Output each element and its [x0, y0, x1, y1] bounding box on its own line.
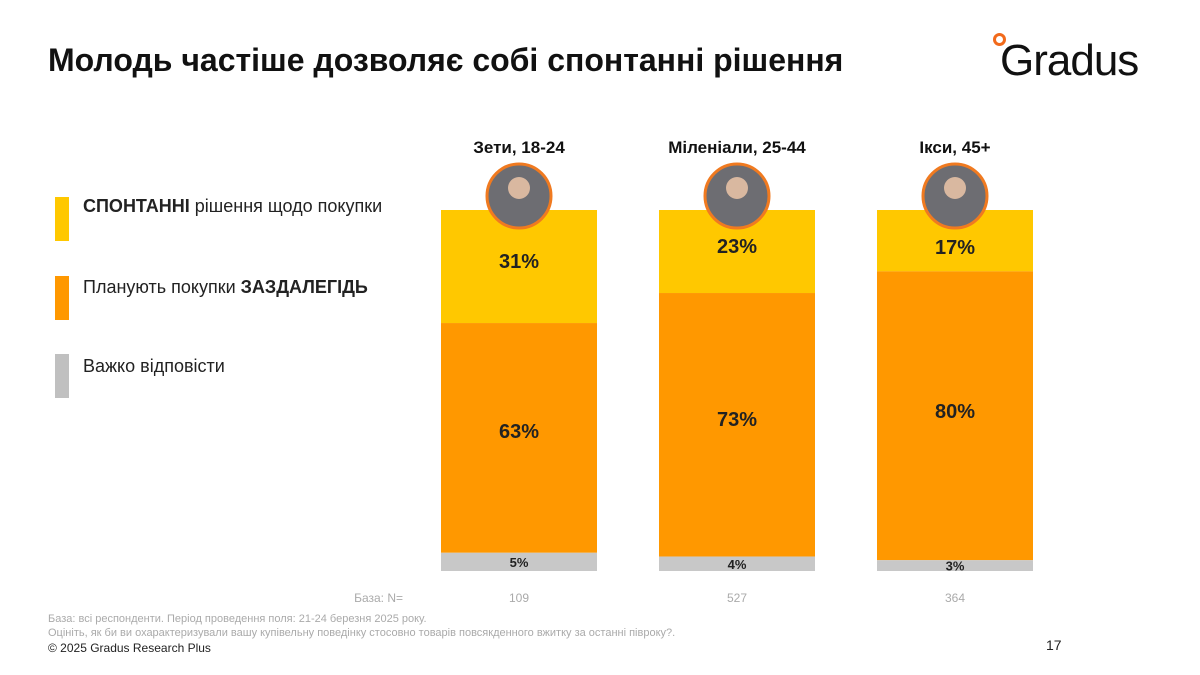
category-label: Міленіали, 25-44 — [668, 138, 806, 157]
data-label: 17% — [935, 237, 975, 259]
avatar-face — [944, 177, 966, 199]
data-label: 63% — [499, 421, 539, 443]
legend-bold: СПОНТАННІ — [83, 196, 190, 216]
legend-text: рішення щодо покупки — [189, 196, 383, 216]
data-label: 4% — [728, 557, 747, 572]
data-label: 73% — [717, 409, 757, 431]
base-value: 364 — [945, 591, 965, 605]
base-label: База: N= — [354, 591, 403, 605]
data-label: 5% — [510, 555, 529, 570]
bar-segment — [659, 556, 815, 571]
bar-segment — [441, 323, 597, 553]
legend-swatch-planned — [55, 276, 69, 320]
footnote-question: Оцініть, як би ви охарактеризували вашу … — [48, 627, 676, 639]
bar-segment — [877, 271, 1033, 561]
bar-segment — [441, 552, 597, 571]
data-label: 23% — [717, 236, 757, 258]
logo-dot-icon — [993, 33, 1006, 46]
category-label: Зети, 18-24 — [473, 138, 565, 157]
avatar-face — [508, 177, 530, 199]
legend-label-spontaneous: СПОНТАННІ рішення щодо покупки — [83, 196, 382, 217]
data-label: 31% — [499, 251, 539, 273]
bar-segment — [659, 293, 815, 557]
page-title: Молодь частіше дозволяє собі спонтанні р… — [48, 42, 844, 78]
legend-bold: ЗАЗДАЛЕГІДЬ — [240, 277, 368, 297]
avatar-face — [726, 177, 748, 199]
copyright: © 2025 Gradus Research Plus — [48, 641, 211, 655]
legend-swatch-hard — [55, 354, 69, 398]
page-number: 17 — [1046, 637, 1062, 653]
footnote-base: База: всі респонденти. Період проведення… — [48, 613, 427, 625]
legend-label-hard: Важко відповісти — [83, 356, 225, 376]
gradus-logo: Gradus — [1000, 36, 1139, 85]
base-value: 109 — [509, 591, 529, 605]
legend-text: Планують покупки — [83, 277, 241, 297]
category-label: Ікси, 45+ — [919, 138, 990, 157]
legend-swatch-spontaneous — [55, 197, 69, 241]
bar-segment — [877, 560, 1033, 571]
base-value: 527 — [727, 591, 747, 605]
data-label: 80% — [935, 401, 975, 423]
data-label: 3% — [946, 559, 965, 574]
legend-label-planned: Планують покупки ЗАЗДАЛЕГІДЬ — [83, 277, 368, 298]
